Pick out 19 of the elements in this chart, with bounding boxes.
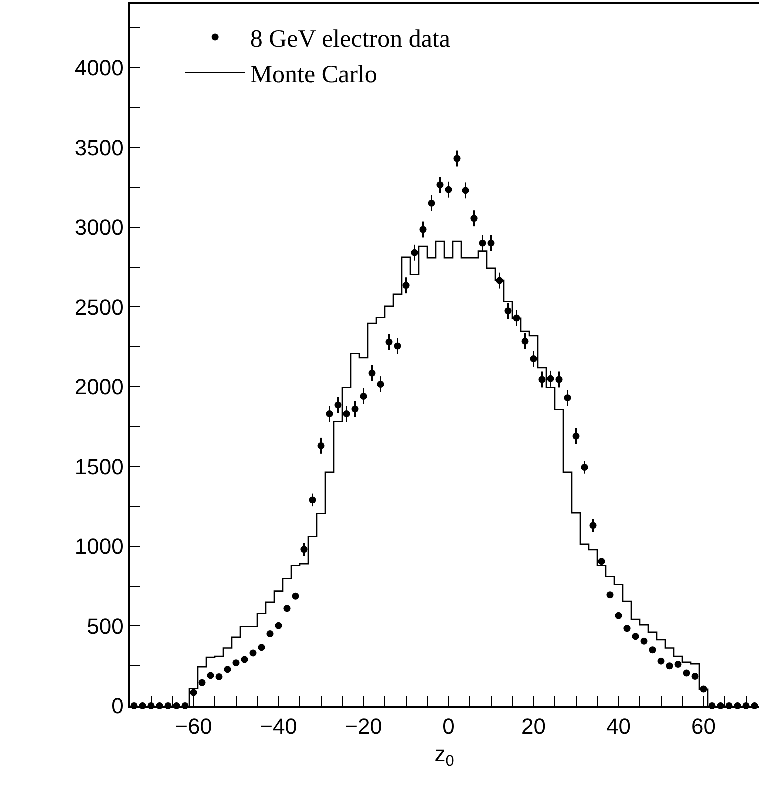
y-tick-label: 1000 — [74, 534, 124, 560]
y-tick-label: 500 — [87, 614, 124, 639]
y-tick-label: 0 — [112, 694, 124, 719]
y-tick-label: 2000 — [74, 374, 124, 400]
x-tick-label: 40 — [606, 714, 631, 740]
x-tick-label: 20 — [522, 714, 546, 740]
x-tick-label: −40 — [260, 714, 298, 740]
x-tick-label: −20 — [345, 714, 382, 740]
x-axis-title: z$_{0}$ — [434, 742, 454, 770]
y-tick-label: 3500 — [74, 135, 124, 160]
x-tick-label: 0 — [442, 714, 455, 740]
legend-label: Monte Carlo — [250, 62, 378, 89]
x-tick-label: 60 — [692, 714, 716, 740]
legend-label: 8 GeV electron data — [250, 26, 450, 54]
y-tick-label: 4000 — [74, 56, 124, 81]
y-tick-label: 3000 — [74, 215, 124, 240]
y-tick-label: 1500 — [74, 454, 124, 480]
y-tick-label: 2500 — [74, 294, 124, 320]
x-tick-label: −60 — [175, 714, 212, 740]
